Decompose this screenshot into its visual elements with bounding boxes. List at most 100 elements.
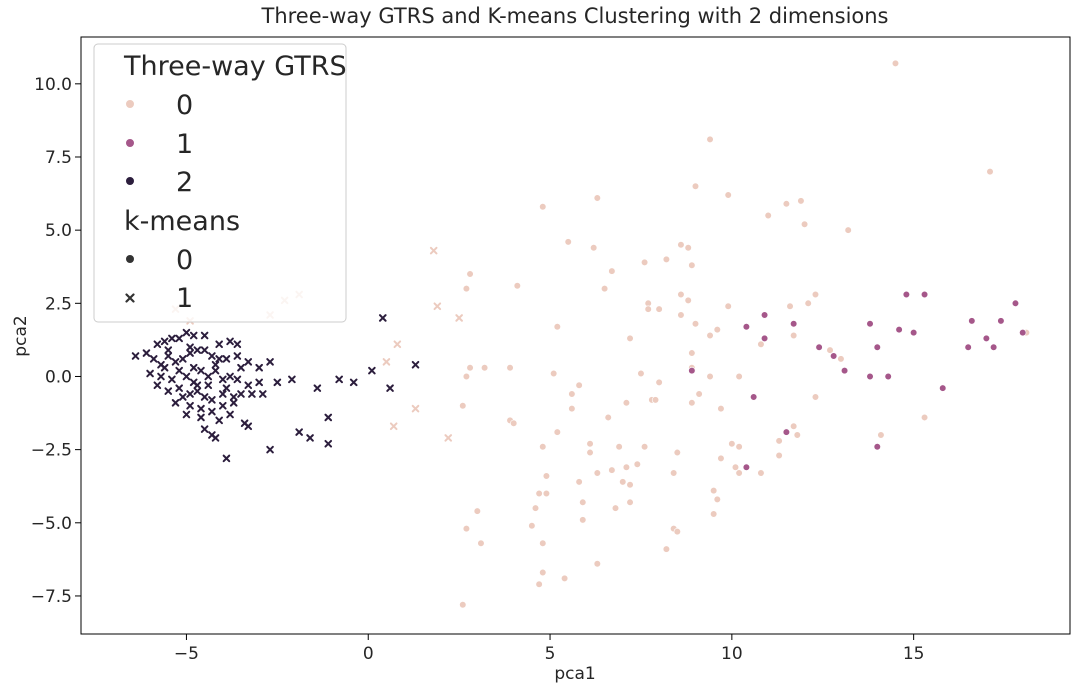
point-gtrs-0-kmeans-0 — [764, 211, 772, 220]
point-gtrs-2-kmeans-1 — [215, 340, 223, 349]
legend-gtrs-1-marker — [126, 139, 134, 147]
point-gtrs-0-kmeans-0 — [480, 364, 489, 372]
y-tick-label: 2.5 — [45, 294, 72, 314]
point-gtrs-0-kmeans-0 — [473, 507, 481, 515]
point-gtrs-2-kmeans-1 — [211, 360, 220, 369]
point-gtrs-2-kmeans-1 — [208, 407, 216, 416]
point-gtrs-2-kmeans-1 — [157, 372, 165, 381]
legend: Three-way GTRS 0 1 2 k-means 0 1 — [93, 43, 347, 323]
point-gtrs-1-kmeans-0 — [895, 326, 903, 334]
x-tick-label: 0 — [363, 644, 374, 664]
point-gtrs-0-kmeans-1 — [411, 404, 420, 413]
point-gtrs-2-kmeans-1 — [215, 416, 223, 425]
point-gtrs-0-kmeans-0 — [793, 431, 801, 439]
x-tick-label: 5 — [545, 644, 556, 664]
point-gtrs-0-kmeans-0 — [717, 405, 725, 413]
point-gtrs-2-kmeans-1 — [266, 358, 274, 366]
point-gtrs-1-kmeans-0 — [964, 343, 972, 351]
point-gtrs-1-kmeans-0 — [902, 290, 910, 299]
point-gtrs-0-kmeans-0 — [691, 320, 700, 328]
point-gtrs-0-kmeans-0 — [560, 574, 569, 582]
point-gtrs-0-kmeans-0 — [579, 516, 587, 524]
legend-kmeans-0-marker — [126, 255, 134, 263]
chart-title: Three-way GTRS and K-means Clustering wi… — [261, 4, 889, 28]
point-gtrs-1-kmeans-0 — [920, 290, 929, 299]
point-gtrs-2-kmeans-1 — [222, 355, 231, 363]
point-gtrs-0-kmeans-0 — [528, 522, 536, 530]
y-tick-label: 10.0 — [34, 75, 72, 95]
point-gtrs-2-kmeans-1 — [211, 434, 220, 442]
x-axis: −5 0 5 10 15 — [174, 634, 925, 664]
point-gtrs-1-kmeans-0 — [990, 343, 998, 351]
point-gtrs-0-kmeans-0 — [837, 355, 845, 363]
point-gtrs-2-kmeans-1 — [175, 366, 183, 375]
point-gtrs-0-kmeans-0 — [608, 267, 616, 275]
point-gtrs-2-kmeans-1 — [197, 404, 205, 413]
point-gtrs-2-kmeans-1 — [193, 387, 202, 395]
point-gtrs-0-kmeans-0 — [920, 413, 929, 422]
point-gtrs-2-kmeans-1 — [197, 413, 205, 422]
point-gtrs-1-kmeans-0 — [760, 334, 769, 343]
x-tick-label: −5 — [174, 644, 199, 664]
y-tick-label: −5.0 — [31, 514, 72, 534]
point-gtrs-0-kmeans-0 — [706, 372, 714, 381]
point-gtrs-0-kmeans-0 — [804, 299, 812, 307]
point-gtrs-2-kmeans-1 — [233, 340, 242, 349]
point-gtrs-2-kmeans-1 — [244, 422, 253, 431]
point-gtrs-0-kmeans-0 — [786, 302, 794, 310]
point-gtrs-2-kmeans-1 — [229, 399, 238, 407]
point-gtrs-2-kmeans-1 — [244, 381, 253, 390]
legend-gtrs-0-label: 0 — [176, 90, 193, 121]
point-gtrs-0-kmeans-0 — [713, 326, 721, 334]
point-gtrs-0-kmeans-0 — [608, 466, 616, 474]
point-gtrs-0-kmeans-0 — [986, 168, 994, 176]
point-gtrs-0-kmeans-1 — [433, 302, 442, 311]
legend-gtrs-2-label: 2 — [176, 167, 193, 198]
point-gtrs-0-kmeans-0 — [579, 498, 587, 506]
point-gtrs-0-kmeans-0 — [531, 504, 540, 512]
point-gtrs-0-kmeans-1 — [389, 422, 398, 431]
y-tick-label: 7.5 — [45, 148, 72, 168]
point-gtrs-0-kmeans-0 — [626, 481, 634, 489]
y-axis: −7.5 −5.0 −2.5 0.0 2.5 5.0 7.5 10.0 — [31, 75, 81, 607]
point-gtrs-0-kmeans-0 — [550, 369, 558, 378]
point-gtrs-2-kmeans-1 — [197, 366, 205, 375]
point-gtrs-0-kmeans-0 — [622, 399, 631, 407]
point-gtrs-0-kmeans-0 — [633, 460, 641, 468]
point-gtrs-0-kmeans-0 — [790, 422, 798, 430]
point-gtrs-2-kmeans-1 — [153, 340, 162, 349]
point-gtrs-2-kmeans-1 — [208, 352, 216, 360]
point-gtrs-2-kmeans-1 — [378, 314, 387, 322]
point-gtrs-2-kmeans-1 — [248, 390, 256, 398]
point-gtrs-0-kmeans-0 — [757, 340, 765, 348]
point-gtrs-0-kmeans-0 — [775, 451, 783, 460]
legend-kmeans-0-label: 0 — [176, 245, 193, 276]
point-gtrs-0-kmeans-0 — [877, 431, 885, 439]
point-gtrs-0-kmeans-0 — [619, 478, 627, 486]
point-gtrs-0-kmeans-0 — [539, 539, 547, 547]
point-gtrs-2-kmeans-1 — [237, 363, 245, 372]
point-gtrs-2-kmeans-1 — [324, 413, 333, 422]
point-gtrs-1-kmeans-0 — [750, 393, 758, 401]
point-gtrs-2-kmeans-1 — [146, 369, 154, 378]
point-gtrs-0-kmeans-0 — [811, 393, 820, 401]
point-gtrs-0-kmeans-0 — [626, 334, 634, 343]
point-gtrs-0-kmeans-0 — [466, 270, 474, 278]
point-gtrs-2-kmeans-1 — [266, 445, 274, 454]
point-gtrs-2-kmeans-1 — [189, 363, 198, 372]
point-gtrs-0-kmeans-0 — [662, 545, 671, 553]
point-gtrs-2-kmeans-1 — [160, 363, 169, 372]
point-gtrs-2-kmeans-1 — [182, 328, 191, 337]
point-gtrs-0-kmeans-0 — [717, 454, 725, 463]
x-tick-label: 15 — [903, 644, 925, 664]
legend-kmeans-1-label: 1 — [176, 283, 193, 314]
point-gtrs-2-kmeans-1 — [164, 387, 173, 395]
point-gtrs-2-kmeans-1 — [208, 396, 216, 404]
point-gtrs-2-kmeans-1 — [175, 334, 183, 343]
point-gtrs-0-kmeans-0 — [655, 305, 663, 313]
point-gtrs-0-kmeans-0 — [568, 390, 576, 398]
point-gtrs-0-kmeans-0 — [826, 346, 834, 354]
point-gtrs-0-kmeans-0 — [459, 402, 467, 410]
y-tick-label: −2.5 — [31, 441, 72, 461]
point-gtrs-0-kmeans-0 — [706, 135, 714, 144]
